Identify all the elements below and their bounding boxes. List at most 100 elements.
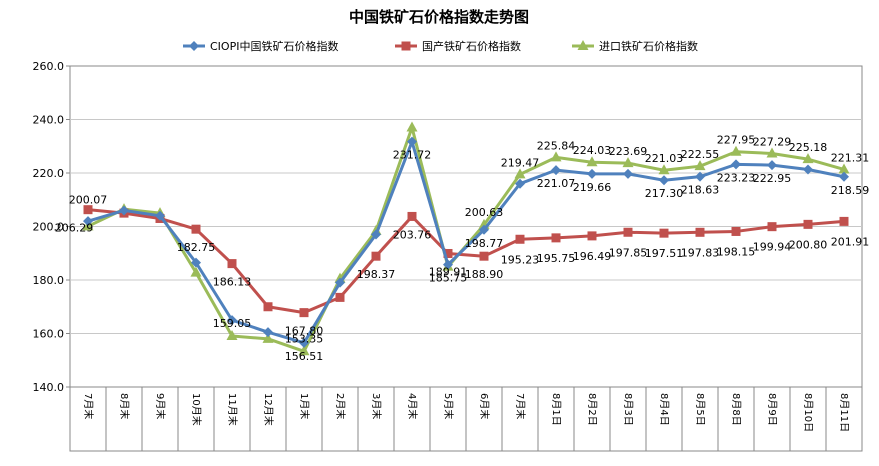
x-tick-label: 8月2日 (586, 393, 598, 426)
legend-item-2: 国产铁矿石价格指数 (395, 39, 521, 53)
data-label: 200.80 (789, 238, 828, 251)
x-tick-label: 1月末 (298, 393, 311, 419)
data-point (189, 41, 199, 51)
data-point (190, 266, 202, 277)
data-label: 186.13 (213, 276, 252, 289)
data-point (191, 257, 201, 268)
data-point (515, 178, 525, 189)
data-point (730, 145, 742, 156)
data-point (550, 151, 562, 162)
data-point (767, 160, 777, 171)
data-point (767, 222, 777, 232)
data-point (586, 156, 598, 167)
data-point (407, 211, 417, 221)
x-tick-label: 8月4日 (658, 393, 670, 426)
data-point (371, 251, 381, 261)
data-label: 203.76 (393, 228, 432, 241)
x-tick-label: 6月末 (478, 393, 491, 419)
data-point (839, 171, 849, 182)
series-layer (82, 121, 850, 356)
data-label: 221.31 (831, 151, 870, 164)
data-point (299, 337, 309, 348)
x-tick-label: 12月末 (262, 393, 275, 426)
series-1 (83, 136, 849, 348)
data-label: 219.66 (573, 181, 612, 194)
data-label: 198.15 (717, 245, 756, 258)
data-point (262, 332, 274, 343)
data-point (299, 308, 309, 318)
data-point (226, 330, 238, 341)
data-label: 153.35 (285, 332, 324, 345)
data-point (401, 41, 411, 51)
x-tick-label: 8月1日 (550, 393, 562, 426)
data-label: 156.51 (285, 350, 324, 363)
legend-label: 国产铁矿石价格指数 (422, 39, 521, 53)
data-label: 227.29 (753, 135, 792, 148)
data-point (623, 227, 633, 237)
legend-label: 进口铁矿石价格指数 (599, 39, 698, 53)
data-label: 217.30 (645, 187, 684, 200)
data-point (443, 248, 453, 258)
data-label: 167.80 (285, 325, 324, 338)
x-tick-label: 5月末 (442, 393, 455, 419)
data-point (623, 168, 633, 179)
legend-item-3: 进口铁矿石价格指数 (572, 39, 698, 53)
data-point (443, 259, 453, 270)
data-point (479, 224, 489, 235)
x-tick-label: 11月末 (226, 393, 239, 426)
data-point (263, 327, 273, 338)
data-label: 197.83 (681, 246, 720, 259)
x-tick-label: 7月末 (82, 393, 95, 419)
data-label: 225.84 (537, 139, 576, 152)
data-point (839, 216, 849, 226)
data-point (335, 292, 345, 302)
x-tick-label: 8月8日 (730, 393, 742, 426)
x-tick-label: 8月末 (118, 393, 131, 419)
data-point (155, 210, 165, 221)
x-tick-label: 10月末 (190, 393, 203, 426)
x-tick-label: 8月11日 (838, 393, 850, 432)
data-label: 231.72 (393, 149, 432, 162)
data-label: 218.63 (681, 184, 720, 197)
data-label: 221.07 (537, 177, 576, 190)
data-label: 218.59 (831, 184, 870, 197)
data-label: 225.18 (789, 141, 828, 154)
data-label: 188.90 (465, 268, 504, 281)
data-point (695, 227, 705, 237)
data-point (659, 228, 669, 238)
data-point (659, 175, 669, 186)
data-label: 198.37 (357, 268, 396, 281)
data-point (803, 219, 813, 229)
data-point (227, 315, 237, 326)
data-point (695, 171, 705, 182)
data-point (371, 229, 381, 240)
axes: 140.0 160.0 180.0 200.0 220.0 240.0 260.0 7月末 8月… (33, 60, 863, 452)
y-tick-label: 160.0 (33, 328, 65, 341)
data-label: 159.05 (213, 317, 252, 330)
data-point (514, 168, 526, 179)
y-tick-label: 200.0 (33, 221, 65, 234)
data-point (766, 147, 778, 158)
data-point (191, 224, 201, 234)
data-label: 219.47 (501, 156, 540, 169)
data-point (731, 226, 741, 236)
data-point (694, 160, 706, 171)
data-point (227, 259, 237, 269)
data-point (803, 164, 813, 175)
data-label: 198.77 (465, 237, 504, 250)
data-label: 223.69 (609, 145, 648, 158)
data-point (263, 302, 273, 312)
data-label: 196.49 (573, 250, 612, 263)
data-label: 182.75 (177, 241, 216, 254)
data-point (83, 216, 93, 227)
data-point (622, 157, 634, 168)
x-tick-label: 8月3日 (622, 393, 634, 426)
data-point (731, 159, 741, 170)
x-tick-label: 8月5日 (694, 393, 706, 426)
data-label: 222.95 (753, 172, 792, 185)
x-tick-label: 7月末 (514, 393, 527, 419)
data-label: 185.75 (429, 272, 468, 285)
y-tick-label: 140.0 (33, 381, 65, 394)
